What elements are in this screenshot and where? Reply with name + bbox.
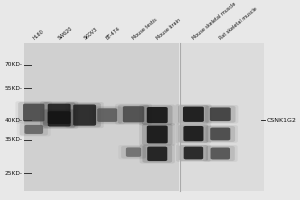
FancyBboxPatch shape — [92, 107, 122, 124]
FancyBboxPatch shape — [183, 126, 203, 141]
FancyBboxPatch shape — [23, 104, 44, 121]
FancyBboxPatch shape — [65, 102, 104, 128]
FancyBboxPatch shape — [206, 146, 235, 161]
FancyBboxPatch shape — [180, 43, 264, 191]
FancyBboxPatch shape — [176, 124, 211, 144]
Text: Mouse testis: Mouse testis — [132, 17, 158, 41]
FancyBboxPatch shape — [97, 108, 117, 122]
Text: 70KD-: 70KD- — [4, 62, 22, 67]
FancyBboxPatch shape — [43, 110, 75, 126]
FancyBboxPatch shape — [202, 105, 238, 124]
Text: 55KD-: 55KD- — [4, 86, 22, 91]
FancyBboxPatch shape — [142, 145, 172, 163]
FancyBboxPatch shape — [210, 107, 231, 121]
FancyBboxPatch shape — [202, 125, 238, 143]
FancyBboxPatch shape — [142, 124, 172, 145]
FancyBboxPatch shape — [140, 144, 175, 164]
Text: 25KD-: 25KD- — [4, 171, 22, 176]
FancyBboxPatch shape — [147, 126, 168, 143]
FancyBboxPatch shape — [176, 144, 211, 162]
Text: SKOV3: SKOV3 — [83, 27, 98, 41]
FancyBboxPatch shape — [17, 122, 51, 136]
Text: Rat skeletal muscle: Rat skeletal muscle — [218, 6, 258, 41]
FancyBboxPatch shape — [210, 128, 230, 140]
FancyBboxPatch shape — [90, 106, 125, 124]
FancyBboxPatch shape — [211, 148, 230, 159]
FancyBboxPatch shape — [184, 147, 203, 159]
Text: 35KD-: 35KD- — [4, 137, 22, 142]
FancyBboxPatch shape — [24, 43, 179, 191]
FancyBboxPatch shape — [118, 105, 149, 124]
FancyBboxPatch shape — [175, 104, 212, 124]
Text: HL60: HL60 — [32, 29, 45, 41]
FancyBboxPatch shape — [115, 104, 152, 125]
Text: CSNK1G2: CSNK1G2 — [266, 118, 296, 123]
FancyBboxPatch shape — [147, 107, 168, 123]
FancyBboxPatch shape — [139, 105, 175, 126]
FancyBboxPatch shape — [40, 109, 78, 126]
FancyBboxPatch shape — [43, 102, 75, 128]
FancyBboxPatch shape — [178, 124, 208, 143]
FancyBboxPatch shape — [118, 145, 149, 159]
FancyBboxPatch shape — [142, 105, 172, 125]
FancyBboxPatch shape — [40, 101, 78, 129]
Text: Mouse skeletal muscle: Mouse skeletal muscle — [192, 2, 237, 41]
Text: SW620: SW620 — [57, 26, 74, 41]
Text: BT-474: BT-474 — [105, 26, 122, 41]
FancyBboxPatch shape — [123, 106, 144, 122]
FancyBboxPatch shape — [18, 102, 49, 123]
FancyBboxPatch shape — [205, 106, 236, 123]
Text: Mouse brain: Mouse brain — [155, 18, 182, 41]
FancyBboxPatch shape — [121, 146, 146, 158]
FancyBboxPatch shape — [73, 104, 96, 126]
FancyBboxPatch shape — [15, 101, 52, 124]
FancyBboxPatch shape — [24, 125, 43, 134]
FancyBboxPatch shape — [139, 123, 175, 146]
FancyBboxPatch shape — [68, 103, 101, 127]
FancyBboxPatch shape — [183, 107, 204, 122]
FancyBboxPatch shape — [203, 145, 238, 162]
FancyBboxPatch shape — [206, 126, 235, 142]
Text: 40KD-: 40KD- — [4, 118, 22, 123]
FancyBboxPatch shape — [179, 145, 208, 161]
FancyBboxPatch shape — [178, 105, 209, 124]
FancyBboxPatch shape — [48, 111, 70, 124]
FancyBboxPatch shape — [126, 147, 141, 157]
FancyBboxPatch shape — [48, 104, 70, 127]
FancyBboxPatch shape — [20, 123, 48, 136]
FancyBboxPatch shape — [147, 147, 167, 161]
